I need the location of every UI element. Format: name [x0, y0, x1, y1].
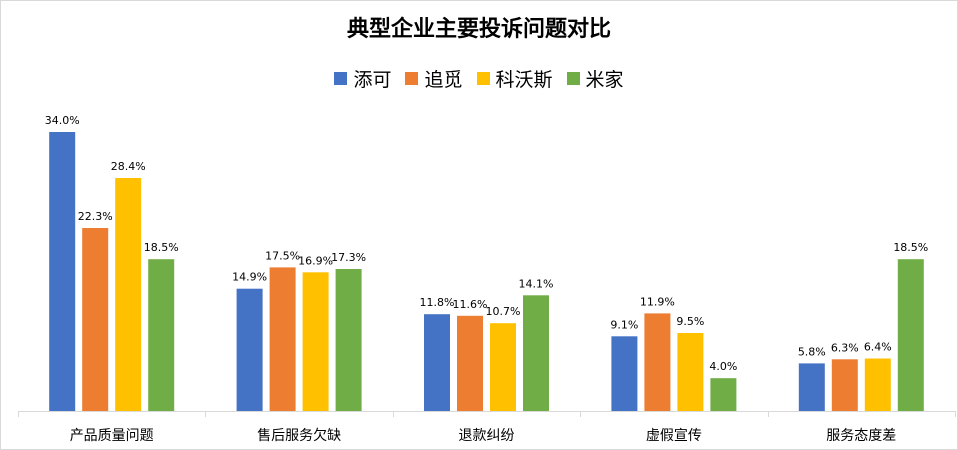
bar [335, 269, 362, 411]
bar [82, 228, 109, 411]
legend-item-dreame: 追觅 [405, 65, 463, 92]
bar [49, 132, 76, 411]
legend-swatch-mijia [566, 72, 580, 85]
bar [148, 259, 175, 411]
chart-legend: 添可 追觅 科沃斯 米家 [1, 65, 957, 92]
bar [644, 313, 671, 411]
bar [269, 267, 296, 411]
data-label: 34.0% [45, 114, 80, 127]
legend-label-dreame: 追觅 [424, 69, 463, 91]
data-label: 16.9% [298, 254, 333, 267]
category-label: 虚假宣传 [646, 428, 702, 444]
legend-label-ecovacs: 科沃斯 [495, 69, 553, 91]
data-label: 17.5% [265, 249, 300, 262]
data-label: 22.3% [78, 210, 113, 223]
bar [798, 363, 825, 411]
data-label: 11.6% [453, 298, 488, 311]
legend-item-mijia: 米家 [566, 65, 624, 92]
legend-item-tineco: 添可 [334, 65, 391, 92]
data-label: 9.5% [676, 315, 704, 328]
data-label: 11.9% [640, 295, 675, 308]
legend-label-mijia: 米家 [585, 69, 624, 91]
bar [897, 259, 924, 411]
legend-item-ecovacs: 科沃斯 [476, 65, 553, 92]
category-label: 产品质量问题 [70, 428, 154, 444]
bar [236, 288, 263, 411]
data-label: 17.3% [331, 251, 366, 264]
bar [115, 178, 142, 411]
data-label: 5.8% [798, 345, 826, 358]
bar [523, 295, 549, 411]
bar [831, 359, 858, 411]
data-label: 18.5% [144, 241, 179, 254]
legend-label-tineco: 添可 [353, 69, 392, 91]
legend-swatch-ecovacs [476, 72, 490, 85]
data-label: 6.3% [831, 341, 859, 354]
bar [864, 358, 891, 411]
bar [710, 378, 737, 411]
bar [457, 315, 483, 411]
data-label: 14.1% [519, 277, 554, 290]
legend-swatch-tineco [334, 72, 348, 85]
data-label: 14.9% [232, 271, 267, 284]
bar [611, 336, 638, 411]
chart-title: 典型企业主要投诉问题对比 [346, 17, 611, 42]
category-label: 退款纠纷 [459, 428, 515, 444]
bar [302, 272, 329, 411]
data-label: 6.4% [864, 341, 892, 354]
legend-swatch-dreame [405, 72, 419, 85]
data-label: 18.5% [893, 241, 928, 254]
category-label: 服务态度差 [826, 428, 896, 444]
data-label: 28.4% [111, 160, 146, 173]
data-label: 10.7% [486, 305, 521, 318]
bar [424, 314, 450, 411]
bar [677, 333, 704, 411]
data-label: 9.1% [610, 318, 638, 331]
bar [490, 323, 516, 411]
category-label: 售后服务欠缺 [257, 428, 341, 444]
data-label: 11.8% [420, 296, 455, 309]
data-label: 4.0% [709, 360, 737, 373]
